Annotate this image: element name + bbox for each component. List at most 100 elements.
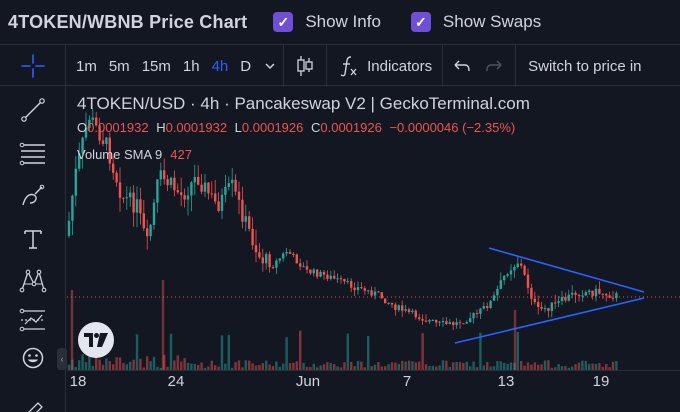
price-chart[interactable]: 4TOKEN/USD · 4h · Pancakeswap V2 | Gecko…: [67, 86, 680, 370]
candle-body: [557, 301, 560, 303]
tool-trend-line[interactable]: [17, 94, 49, 126]
volume-bar: [509, 362, 513, 370]
candle-body: [329, 275, 332, 279]
candle-body: [122, 197, 125, 199]
volume-bar: [435, 366, 438, 370]
tool-brush[interactable]: [17, 180, 49, 212]
candle-body: [234, 179, 237, 192]
volume-bar: [475, 367, 479, 370]
tool-measure[interactable]: [17, 304, 49, 336]
volume-bar: [183, 358, 186, 370]
candle-body: [608, 295, 611, 298]
tool-emoji[interactable]: [17, 342, 49, 374]
triangle-upper-trendline[interactable]: [488, 247, 645, 293]
volume-bar: [591, 363, 594, 370]
volume-bar: [594, 363, 598, 370]
redo-icon: [486, 60, 502, 72]
crosshair-icon: [20, 54, 45, 78]
drawing-toolbar: [0, 86, 66, 412]
candle-body: [435, 319, 438, 323]
volume-bar: [346, 333, 349, 370]
candle-body: [190, 182, 193, 196]
brush-icon: [22, 184, 45, 206]
undo-icon: [454, 60, 470, 72]
toolbar-divider: [442, 45, 444, 87]
candle-body: [598, 288, 601, 294]
candle-body: [421, 319, 424, 321]
measure-icon: [19, 308, 45, 332]
volume-bar: [84, 362, 88, 370]
candle-body: [560, 296, 564, 302]
volume-bar: [265, 360, 268, 370]
crosshair-tool-button[interactable]: [0, 45, 66, 87]
candle-body: [95, 117, 98, 126]
volume-bar: [161, 280, 165, 370]
interval-d[interactable]: D: [240, 57, 252, 75]
show-info-checkbox[interactable]: ✓ Show Info: [273, 12, 381, 32]
candle-body: [258, 252, 261, 258]
volume-bar: [339, 367, 343, 370]
candle-body: [207, 182, 210, 194]
candle-body: [455, 322, 458, 326]
volume-bar: [611, 361, 615, 370]
interval-15m[interactable]: 15m: [141, 57, 171, 75]
volume-bar: [295, 361, 298, 370]
interval-dropdown[interactable]: [257, 45, 283, 87]
candle-body: [356, 287, 360, 291]
volume-bar: [411, 361, 414, 370]
volume-bar: [278, 366, 281, 370]
candle-body: [316, 269, 319, 277]
candle-body: [288, 252, 292, 254]
candle-body: [537, 302, 540, 307]
indicators-button[interactable]: Indicators: [327, 45, 442, 87]
show-swaps-checkbox[interactable]: ✓ Show Swaps: [410, 12, 541, 32]
volume-bar: [469, 366, 472, 370]
volume-bar: [227, 334, 230, 370]
candle-body: [180, 192, 183, 196]
volume-bar: [149, 361, 152, 370]
candle-body: [278, 258, 281, 261]
volume-bar: [305, 366, 309, 370]
volume-bar: [550, 367, 553, 370]
tool-pattern[interactable]: [17, 264, 49, 296]
legend-ohlc: O0.0001932 H0.0001932 L0.0001926 C0.0001…: [77, 120, 530, 135]
candle-body: [479, 308, 482, 314]
undo-button[interactable]: [443, 45, 479, 87]
volume-bar: [163, 354, 166, 370]
volume-bar: [275, 361, 278, 370]
open-label: O: [77, 120, 88, 135]
volume-bar: [326, 362, 329, 370]
volume-bar: [159, 367, 162, 370]
volume-label: Volume SMA 9: [77, 147, 163, 162]
tool-ruler[interactable]: [17, 392, 49, 412]
collapse-sidebar-button[interactable]: ‹: [57, 348, 67, 370]
volume-bar: [537, 364, 540, 370]
candle-body: [78, 153, 81, 169]
volume-bar: [520, 361, 523, 370]
candle-body: [482, 306, 485, 309]
candle-body: [101, 140, 105, 144]
low-value: 0.0001926: [241, 120, 304, 135]
interval-5m[interactable]: 5m: [108, 57, 130, 75]
triangle-lower-trendline[interactable]: [454, 297, 645, 344]
switch-price-button[interactable]: Switch to price in: [528, 57, 642, 75]
volume-bar: [513, 362, 516, 370]
candlestick-plot[interactable]: [67, 86, 680, 370]
tradingview-logo[interactable]: [78, 322, 114, 358]
candle-body: [305, 266, 309, 270]
interval-1m[interactable]: 1m: [76, 57, 97, 75]
volume-bar: [489, 366, 492, 370]
tool-text[interactable]: [17, 223, 49, 255]
interval-1h[interactable]: 1h: [182, 57, 200, 75]
candle-body: [248, 216, 251, 229]
volume-bar: [193, 363, 196, 370]
candle-body: [547, 308, 550, 311]
time-axis[interactable]: 18 24 Jun 7 13 19: [67, 370, 680, 412]
volume-bar: [254, 365, 258, 370]
candle-body: [384, 298, 387, 304]
interval-4h[interactable]: 4h: [211, 57, 229, 75]
chart-type-button[interactable]: [284, 45, 326, 87]
candle-body: [217, 201, 220, 211]
tool-horizontal-lines[interactable]: [17, 137, 49, 169]
redo-button[interactable]: [479, 45, 515, 87]
